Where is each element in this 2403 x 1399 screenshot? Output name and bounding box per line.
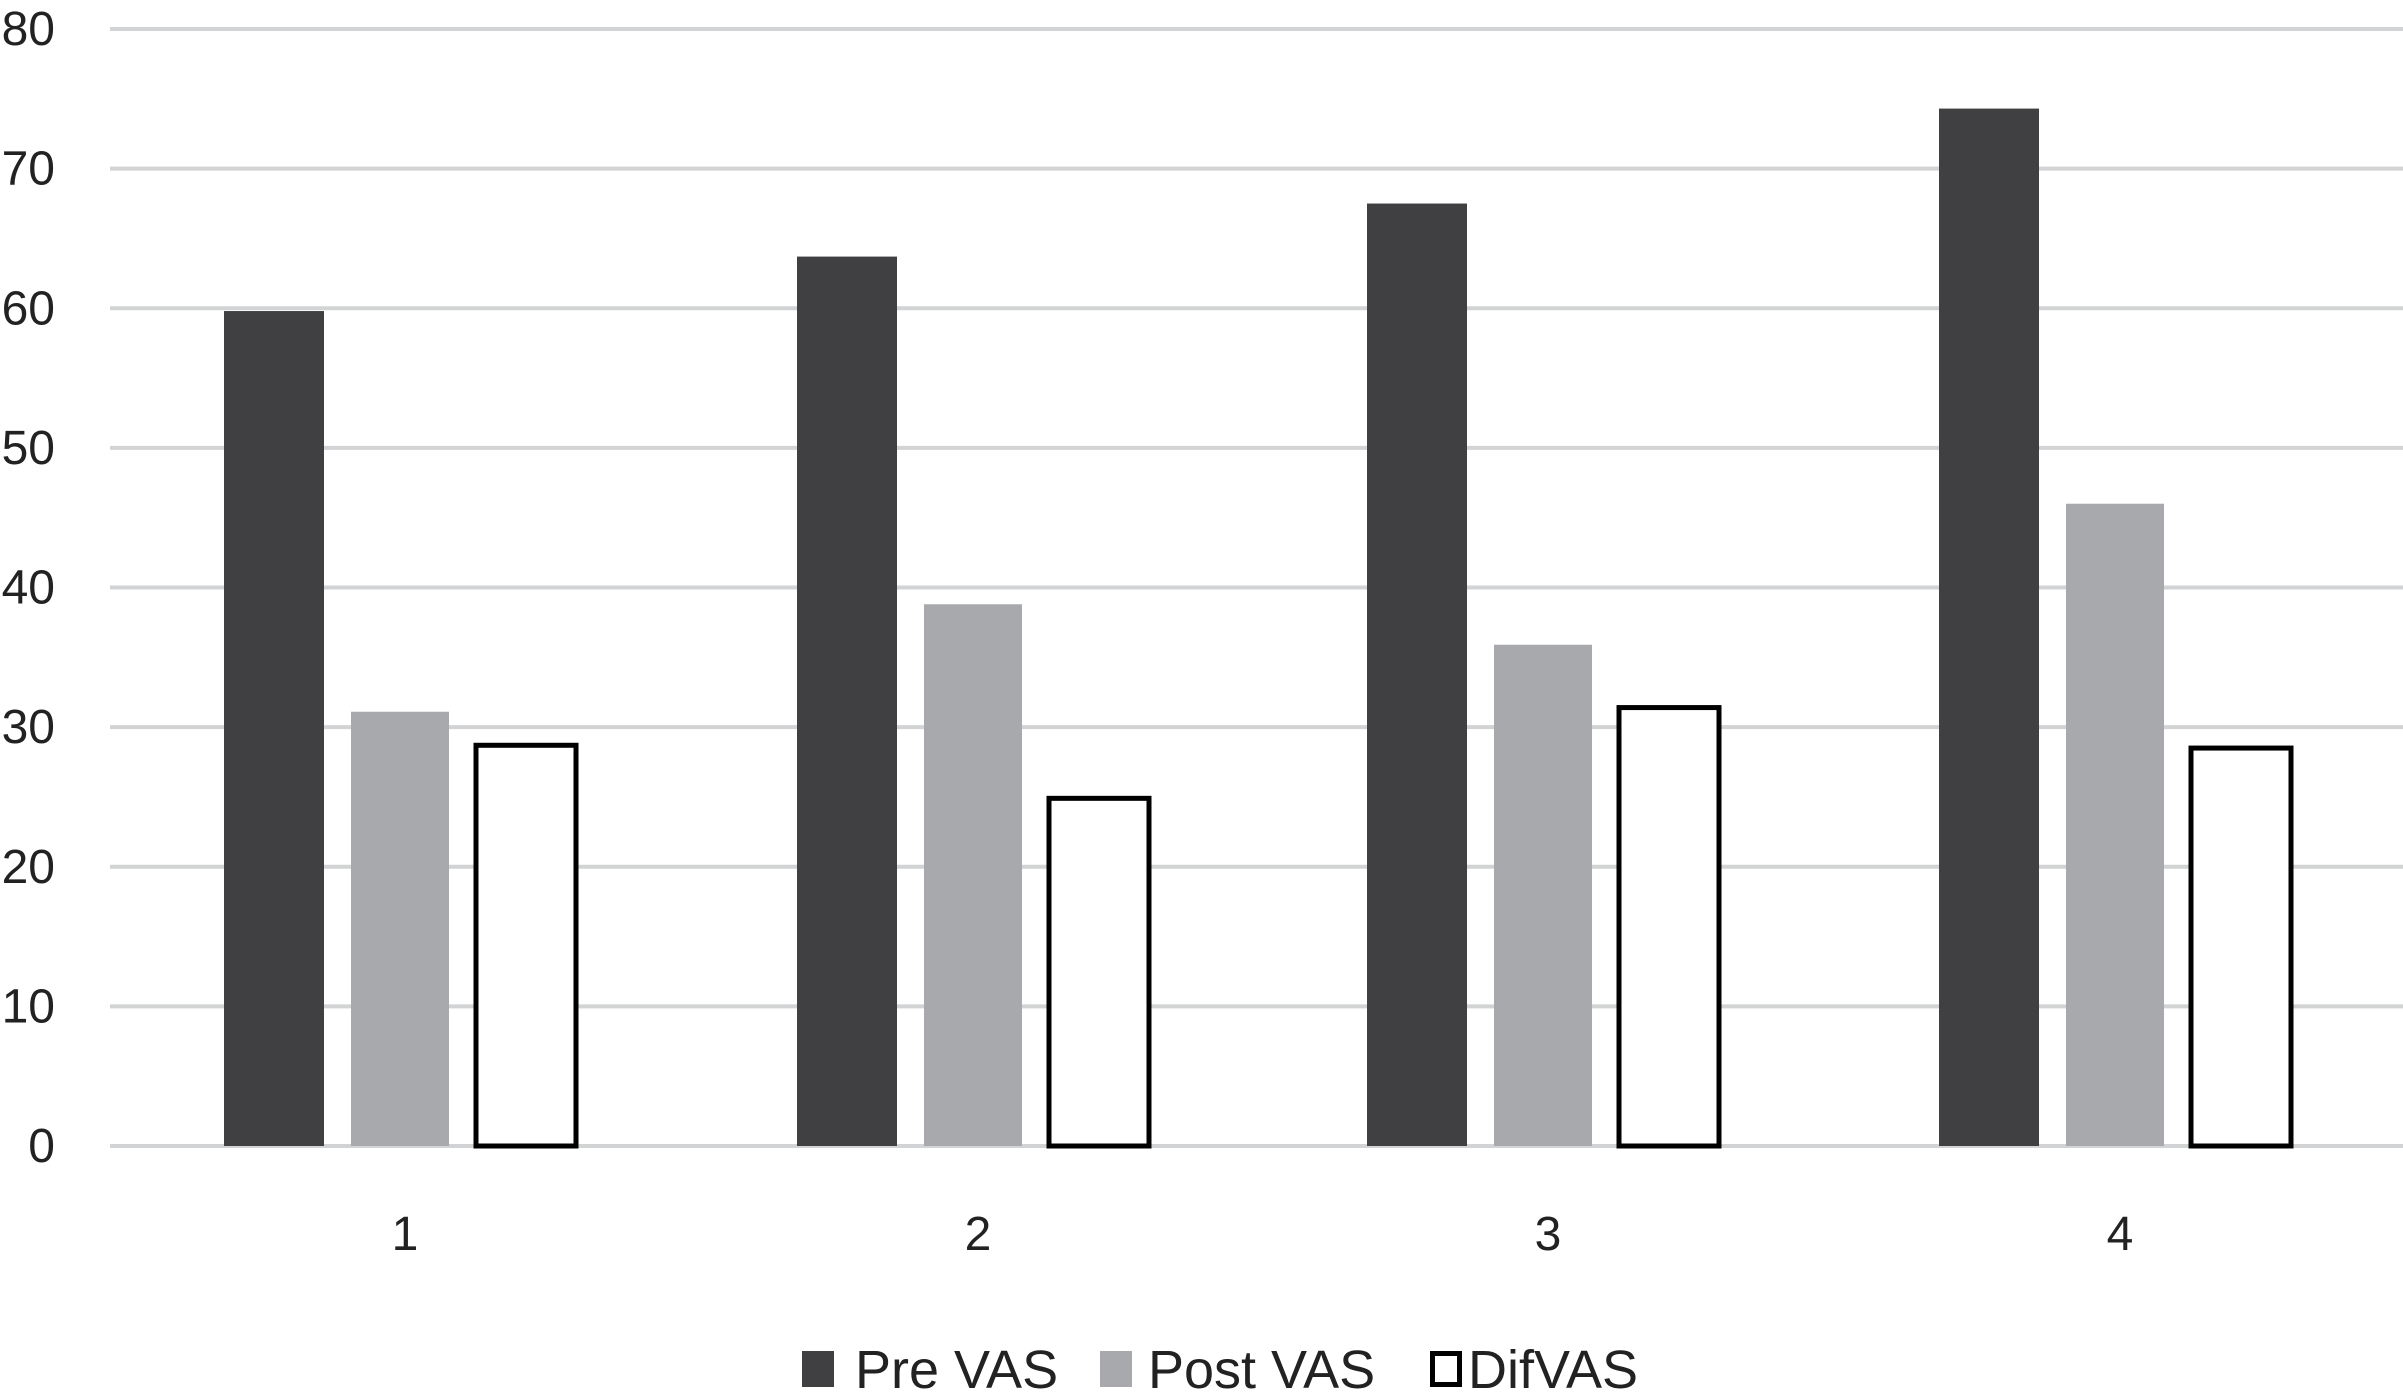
y-tick-label: 50 xyxy=(2,422,55,475)
bar-difvas-4 xyxy=(2188,745,2294,1149)
x-tick-label: 1 xyxy=(392,1208,419,1261)
legend-swatch-pre-vas xyxy=(802,1351,834,1387)
legend-swatch-difvas xyxy=(1430,1351,1462,1387)
bar-difvas-3 xyxy=(1616,705,1722,1149)
bar-difvas-1 xyxy=(473,742,579,1149)
legend-label: DifVAS xyxy=(1468,1340,1638,1399)
legend: Pre VAS Post VAS DifVAS xyxy=(802,1340,1638,1399)
y-tick-label: 20 xyxy=(2,841,55,894)
bars xyxy=(224,108,2294,1149)
bar-pre-vas-4 xyxy=(1939,108,2039,1146)
y-tick-label: 30 xyxy=(2,701,55,754)
y-axis-ticks: 0 10 20 30 40 50 60 70 80 xyxy=(2,3,55,1173)
x-tick-label: 4 xyxy=(2107,1208,2134,1261)
bar-post-vas-1 xyxy=(351,711,449,1146)
bar-pre-vas-3 xyxy=(1367,203,1467,1146)
legend-label: Post VAS xyxy=(1148,1340,1375,1399)
bar-post-vas-2 xyxy=(924,604,1022,1146)
x-tick-label: 3 xyxy=(1535,1208,1562,1261)
bar-post-vas-3 xyxy=(1494,644,1592,1146)
y-tick-label: 70 xyxy=(2,143,55,196)
bar-pre-vas-1 xyxy=(224,311,324,1147)
y-tick-label: 0 xyxy=(28,1120,55,1173)
x-tick-label: 2 xyxy=(965,1208,992,1261)
legend-label: Pre VAS xyxy=(855,1340,1058,1399)
y-tick-label: 40 xyxy=(2,562,55,615)
y-tick-label: 60 xyxy=(2,282,55,335)
bar-post-vas-4 xyxy=(2066,503,2164,1147)
gridlines xyxy=(110,27,2403,1148)
bar-difvas-2 xyxy=(1046,795,1152,1149)
y-tick-label: 10 xyxy=(2,980,55,1033)
x-axis-ticks: 1 2 3 4 xyxy=(392,1208,2134,1261)
bar-pre-vas-2 xyxy=(797,256,897,1146)
legend-swatch-post-vas xyxy=(1100,1351,1132,1387)
y-tick-label: 80 xyxy=(2,3,55,56)
